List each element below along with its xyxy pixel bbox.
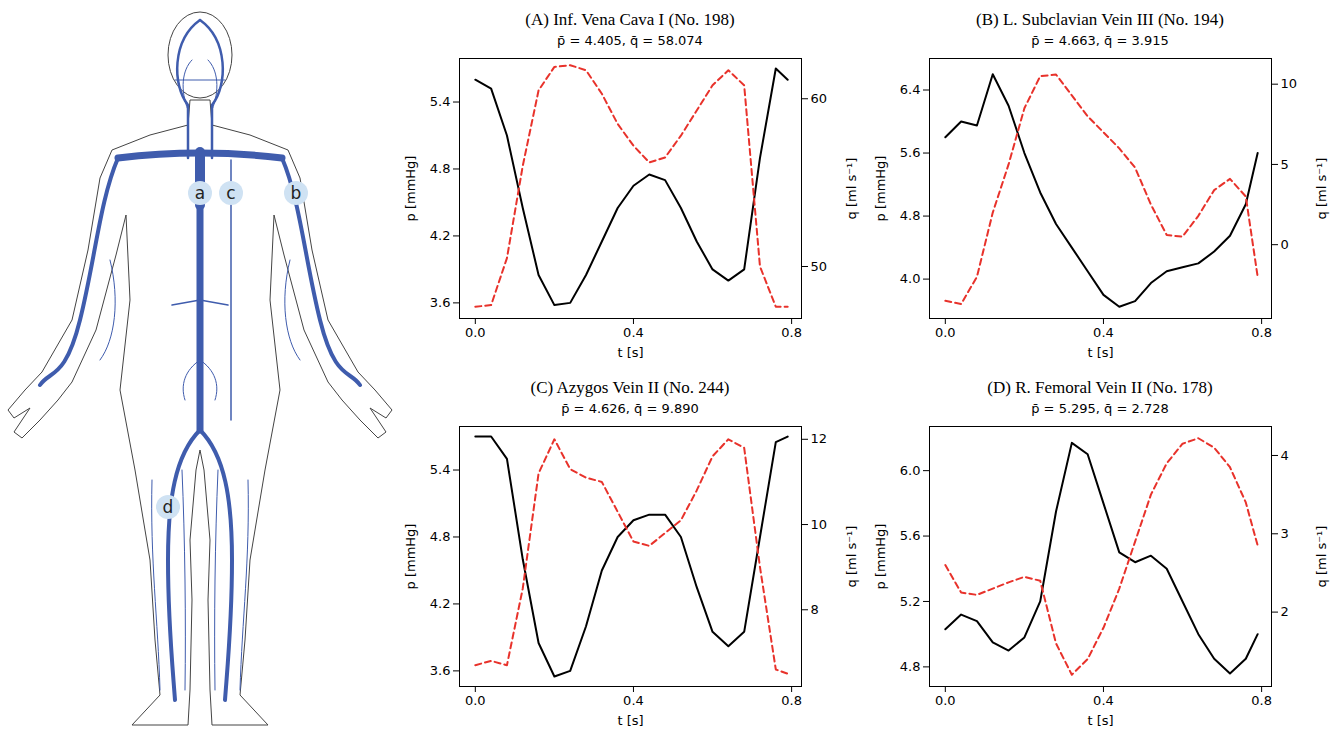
html-text:(B) L. Subclavian Vein III (No: (B) L. Subclavian Vein III (No. 194) bbox=[976, 10, 1224, 29]
svg-text:0.0: 0.0 bbox=[935, 325, 956, 340]
svg-text:5.6: 5.6 bbox=[900, 528, 921, 543]
svg-text:3: 3 bbox=[1281, 526, 1289, 541]
svg-text:8: 8 bbox=[811, 602, 819, 617]
svg-text:60: 60 bbox=[811, 91, 828, 106]
svg-text:0.8: 0.8 bbox=[781, 693, 802, 708]
svg-text:0.8: 0.8 bbox=[781, 325, 802, 340]
svg-text:p [mmHg]: p [mmHg] bbox=[873, 156, 888, 222]
html-text:(A) Inf. Vena Cava I (No. 198): (A) Inf. Vena Cava I (No. 198) bbox=[525, 10, 735, 29]
svg-text:6.4: 6.4 bbox=[900, 82, 921, 97]
svg-text:0.8: 0.8 bbox=[1251, 325, 1272, 340]
svg-text:4.2: 4.2 bbox=[430, 228, 451, 243]
svg-text:t [s]: t [s] bbox=[617, 713, 643, 728]
svg-text:p [mmHg]: p [mmHg] bbox=[403, 156, 418, 222]
svg-text:c: c bbox=[226, 183, 235, 203]
svg-text:3.6: 3.6 bbox=[430, 663, 451, 678]
svg-text:4.8: 4.8 bbox=[900, 659, 921, 674]
html-text:p̄ = 5.295, q̄ = 2.728: p̄ = 5.295, q̄ = 2.728 bbox=[1031, 401, 1169, 416]
svg-text:2: 2 bbox=[1281, 604, 1289, 619]
html-text:(C) Azygos Vein II (No. 244): (C) Azygos Vein II (No. 244) bbox=[530, 378, 730, 397]
html-text:p̄ = 4.626, q̄ = 9.890: p̄ = 4.626, q̄ = 9.890 bbox=[561, 401, 699, 416]
svg-text:0.0: 0.0 bbox=[465, 693, 486, 708]
svg-text:d: d bbox=[163, 497, 174, 517]
html-text:p̄ = 4.405, q̄ = 58.074: p̄ = 4.405, q̄ = 58.074 bbox=[557, 33, 703, 48]
html-text:(D) R. Femoral Vein II (No. 17: (D) R. Femoral Vein II (No. 178) bbox=[987, 378, 1213, 397]
svg-text:4.8: 4.8 bbox=[900, 208, 921, 223]
svg-text:12: 12 bbox=[811, 431, 828, 446]
svg-text:t [s]: t [s] bbox=[1087, 345, 1113, 360]
svg-text:3.6: 3.6 bbox=[430, 295, 451, 310]
svg-text:0.0: 0.0 bbox=[465, 325, 486, 340]
svg-text:b: b bbox=[291, 183, 302, 203]
svg-text:4.8: 4.8 bbox=[430, 161, 451, 176]
svg-text:q [ml s⁻¹]: q [ml s⁻¹] bbox=[1314, 158, 1329, 220]
svg-text:a: a bbox=[195, 183, 205, 203]
svg-text:0: 0 bbox=[1281, 237, 1289, 252]
svg-text:5.2: 5.2 bbox=[900, 594, 921, 609]
svg-text:5.6: 5.6 bbox=[900, 145, 921, 160]
svg-text:0.0: 0.0 bbox=[935, 693, 956, 708]
svg-text:4.2: 4.2 bbox=[430, 596, 451, 611]
svg-text:0.8: 0.8 bbox=[1251, 693, 1272, 708]
svg-text:0.4: 0.4 bbox=[1093, 693, 1114, 708]
svg-text:0.4: 0.4 bbox=[623, 325, 644, 340]
svg-text:4: 4 bbox=[1281, 448, 1289, 463]
svg-text:t [s]: t [s] bbox=[1087, 713, 1113, 728]
svg-text:0.4: 0.4 bbox=[623, 693, 644, 708]
svg-text:4.0: 4.0 bbox=[900, 271, 921, 286]
svg-text:4.8: 4.8 bbox=[430, 529, 451, 544]
svg-text:p [mmHg]: p [mmHg] bbox=[403, 524, 418, 590]
svg-text:p [mmHg]: p [mmHg] bbox=[873, 524, 888, 590]
svg-text:q [ml s⁻¹]: q [ml s⁻¹] bbox=[1314, 526, 1329, 588]
svg-text:10: 10 bbox=[1281, 76, 1298, 91]
svg-text:5.4: 5.4 bbox=[430, 94, 451, 109]
svg-text:6.0: 6.0 bbox=[900, 463, 921, 478]
svg-text:q [ml s⁻¹]: q [ml s⁻¹] bbox=[844, 526, 859, 588]
svg-text:q [ml s⁻¹]: q [ml s⁻¹] bbox=[844, 158, 859, 220]
svg-text:5: 5 bbox=[1281, 157, 1289, 172]
svg-text:5.4: 5.4 bbox=[430, 462, 451, 477]
svg-text:0.4: 0.4 bbox=[1093, 325, 1114, 340]
html-text:p̄ = 4.663, q̄ = 3.915: p̄ = 4.663, q̄ = 3.915 bbox=[1031, 33, 1169, 48]
svg-text:t [s]: t [s] bbox=[617, 345, 643, 360]
svg-text:50: 50 bbox=[811, 259, 828, 274]
svg-text:10: 10 bbox=[811, 517, 828, 532]
